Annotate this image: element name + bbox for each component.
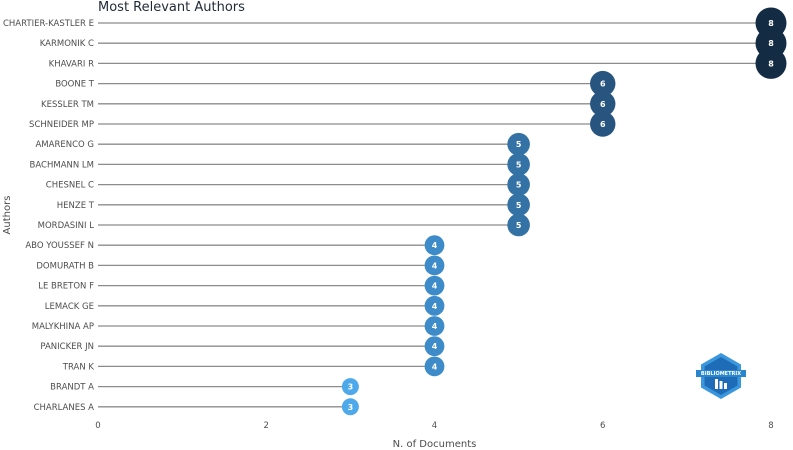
data-label: 5: [516, 181, 522, 190]
data-label: 3: [348, 403, 354, 412]
lollipop-point: [507, 173, 530, 196]
category-label: AMARENCO G: [35, 140, 94, 150]
data-label: 4: [432, 261, 438, 270]
category-label: CHESNEL C: [46, 181, 94, 191]
data-label: 4: [432, 302, 438, 311]
data-label: 6: [600, 120, 606, 129]
logo-band: [696, 370, 746, 377]
x-tick-label: 2: [264, 421, 269, 431]
x-axis-ticks: 0 2 4 6 8: [95, 421, 773, 431]
x-tick-label: 6: [600, 421, 605, 431]
data-label: 4: [432, 241, 438, 250]
data-label: 8: [768, 59, 774, 68]
category-label: TRAN K: [62, 362, 95, 372]
category-label: LE BRETON F: [38, 282, 94, 292]
lollipop-point: [507, 193, 530, 217]
x-tick-label: 4: [432, 421, 437, 431]
category-label: HENZE T: [57, 201, 95, 211]
data-label: 8: [768, 19, 774, 28]
lollipop-point: [507, 132, 530, 156]
lollipop-point: [341, 398, 359, 416]
category-label: LEMACK GE: [45, 302, 94, 312]
bibliometrix-logo: BIBLIOMETRIX: [696, 353, 746, 399]
logo-bar-3: [724, 383, 727, 389]
category-label: BOONE T: [55, 80, 94, 90]
category-label: PANICKER JN: [40, 342, 94, 352]
category-label: BRANDT A: [50, 383, 94, 393]
category-label: SCHNEIDER MP: [29, 120, 94, 130]
category-label: DOMURATH B: [36, 261, 94, 271]
lollipop-point: [424, 316, 445, 336]
data-label: 3: [348, 383, 354, 392]
lollipop-point: [590, 70, 616, 97]
x-tick-label: 8: [768, 421, 773, 431]
data-label: 8: [768, 39, 774, 48]
category-label: KHAVARI R: [49, 59, 94, 69]
data-label: 6: [600, 100, 606, 109]
category-label: CHARLANES A: [34, 403, 95, 413]
lollipop-point: [755, 47, 787, 79]
logo-bar-1: [715, 379, 718, 389]
lollipop-point: [424, 275, 445, 296]
data-label: 4: [432, 282, 438, 291]
category-label: MORDASINI L: [38, 221, 95, 231]
lollipop-point: [424, 235, 445, 256]
data-label: 4: [432, 362, 438, 371]
lollipop-point: [590, 111, 616, 137]
logo-text: BIBLIOMETRIX: [701, 371, 741, 377]
data-label: 4: [432, 342, 438, 351]
data-label: 4: [432, 322, 438, 331]
lollipop-point: [341, 378, 359, 396]
lollipop-point: [507, 213, 530, 237]
data-label: 6: [600, 80, 606, 89]
lollipop-point: [424, 336, 445, 357]
category-label: KARMONIK C: [40, 39, 94, 49]
chart-title: Most Relevant Authors: [98, 0, 245, 15]
category-label: BACHMANN LM: [30, 160, 94, 170]
category-label: KESSLER TM: [41, 100, 94, 110]
x-tick-label: 0: [95, 421, 100, 431]
data-label: 5: [516, 201, 522, 210]
x-axis-label: N. of Documents: [393, 439, 477, 450]
logo-bar-2: [719, 381, 723, 389]
lollipop-point: [424, 356, 445, 377]
plot-area: CHARTIER-KASTLER E 8 KARMONIK C 8 KHAVARI R 8…: [3, 7, 787, 416]
data-label: 5: [516, 160, 522, 169]
category-label: ABO YOUSSEF N: [25, 241, 94, 251]
y-axis-label: Authors: [2, 196, 13, 235]
lollipop-point: [590, 91, 616, 117]
data-label: 5: [516, 221, 522, 230]
category-label: MALYKHINA AP: [32, 322, 94, 332]
lollipop-point: [424, 295, 445, 316]
lollipop-point: [507, 153, 530, 176]
category-label: CHARTIER-KASTLER E: [3, 19, 94, 29]
data-label: 5: [516, 140, 522, 149]
lollipop-point: [424, 255, 445, 276]
